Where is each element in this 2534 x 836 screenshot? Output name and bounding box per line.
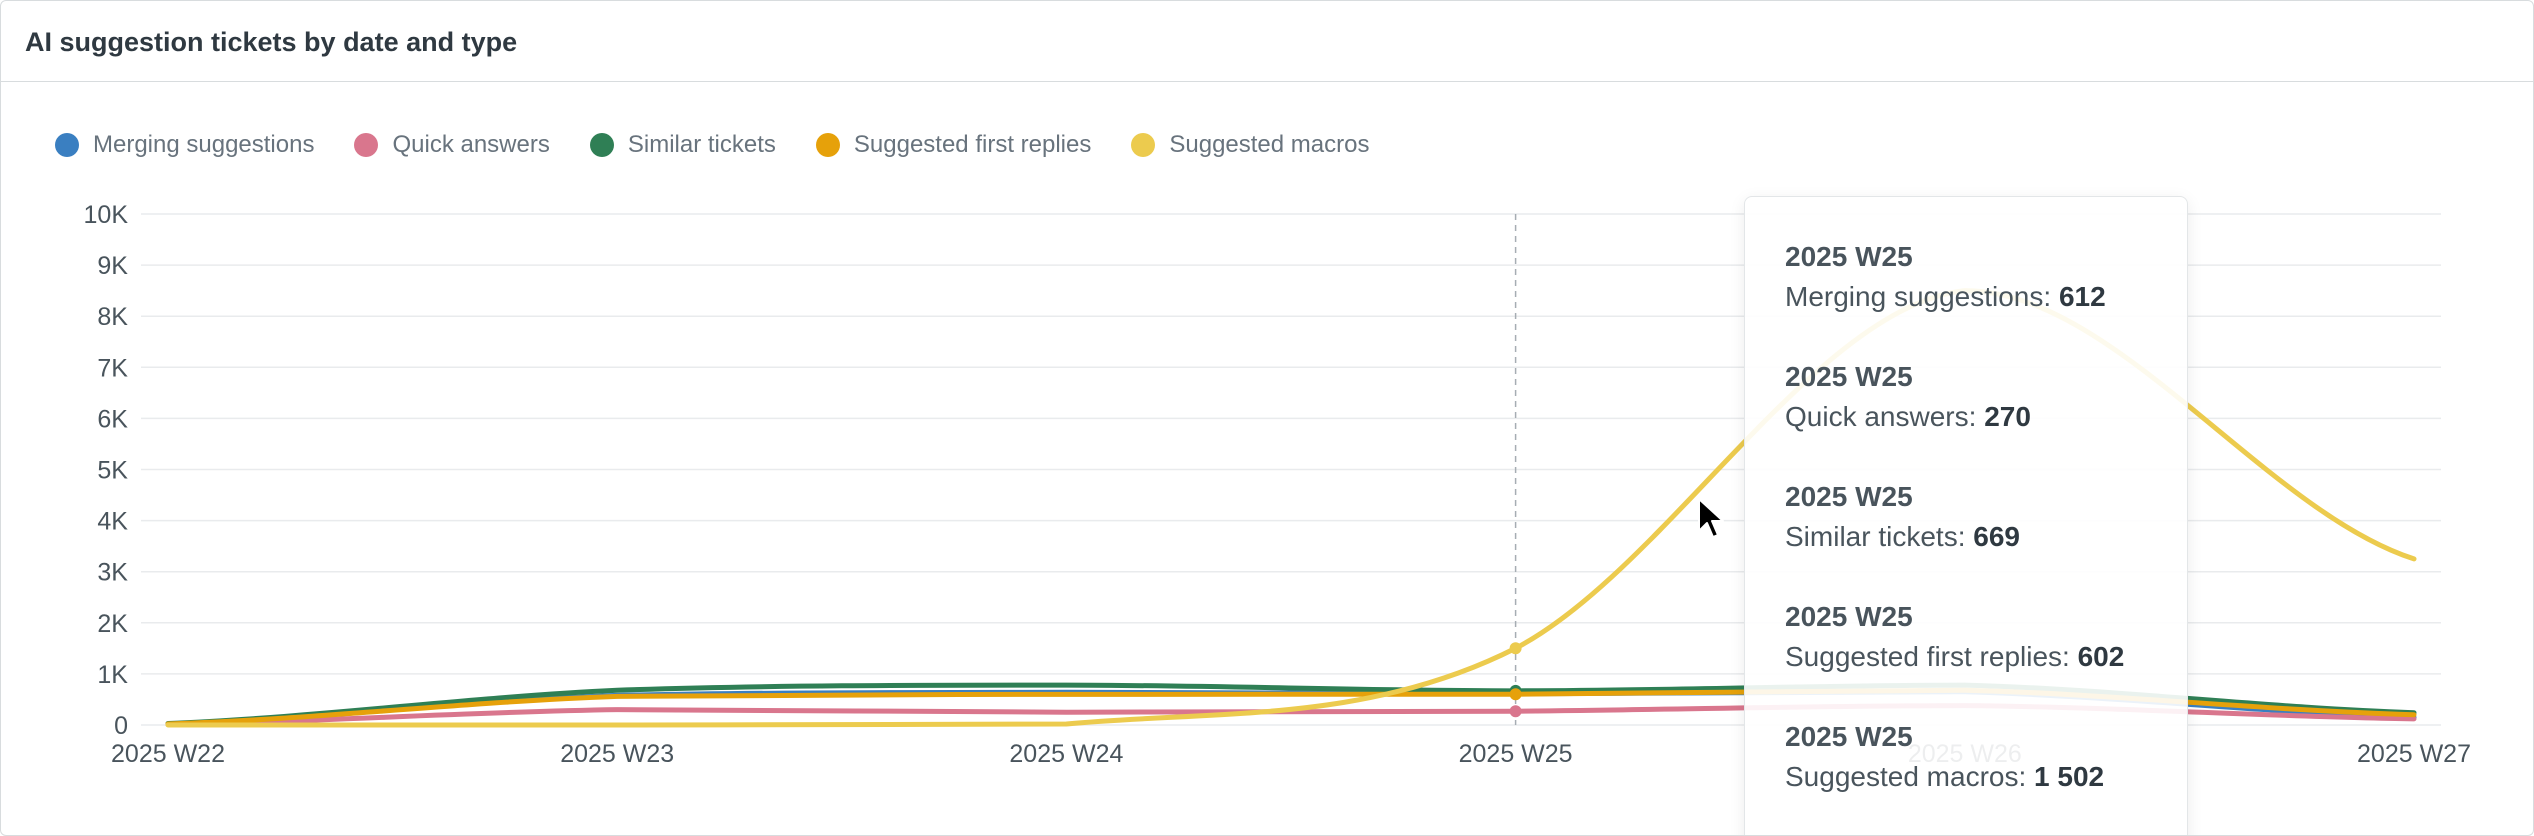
chart-legend: Merging suggestions Quick answers Simila… bbox=[55, 127, 1409, 163]
legend-item-merging-suggestions[interactable]: Merging suggestions bbox=[55, 131, 314, 159]
tooltip-entry-line: Quick answers: 270 bbox=[1785, 397, 2031, 437]
tooltip-entry-value: 602 bbox=[2077, 641, 2125, 672]
legend-label: Quick answers bbox=[392, 131, 550, 158]
tooltip-entry-value: 270 bbox=[1984, 401, 2031, 432]
legend-label: Suggested first replies bbox=[853, 131, 1092, 158]
tooltip-entry: 2025 W25 Suggested macros: 1 502 bbox=[1785, 717, 2104, 797]
y-tick-label: 4K bbox=[97, 508, 128, 536]
tooltip-entry: 2025 W25 Quick answers: 270 bbox=[1785, 357, 2031, 437]
tooltip-entry: 2025 W25 Merging suggestions: 612 bbox=[1785, 237, 2106, 317]
y-tick-label: 9K bbox=[97, 252, 128, 280]
tooltip-entry-title: 2025 W25 bbox=[1785, 481, 1913, 512]
legend-label: Merging suggestions bbox=[93, 131, 315, 158]
x-tick-label: 2025 W24 bbox=[1009, 740, 1123, 768]
x-tick-label: 2025 W23 bbox=[560, 740, 674, 768]
tooltip-entry-title: 2025 W25 bbox=[1785, 361, 1913, 392]
legend-swatch bbox=[354, 133, 379, 157]
tooltip-entry-line: Similar tickets: 669 bbox=[1785, 517, 2020, 557]
tooltip-entry-title: 2025 W25 bbox=[1785, 601, 1913, 632]
y-tick-label: 0 bbox=[114, 712, 128, 740]
x-tick-label: 2025 W27 bbox=[2357, 740, 2471, 768]
legend-label: Suggested macros bbox=[1169, 131, 1370, 158]
y-tick-label: 6K bbox=[97, 405, 128, 433]
x-tick-label: 2025 W25 bbox=[1459, 740, 1573, 768]
tooltip-entry: 2025 W25 Similar tickets: 669 bbox=[1785, 477, 2020, 557]
tooltip-entry-label: Suggested macros: bbox=[1785, 761, 2027, 792]
legend-swatch bbox=[1131, 133, 1156, 157]
legend-item-suggested-first-replies[interactable]: Suggested first replies bbox=[815, 131, 1092, 159]
hover-point-suggested-first-replies bbox=[1509, 688, 1522, 701]
y-tick-label: 5K bbox=[97, 457, 128, 485]
panel-title: AI suggestion tickets by date and type bbox=[25, 27, 518, 57]
tooltip-entry-title: 2025 W25 bbox=[1785, 721, 1913, 752]
tooltip-entry-label: Quick answers: bbox=[1785, 401, 1977, 432]
y-tick-label: 1K bbox=[97, 661, 128, 689]
legend-item-quick-answers[interactable]: Quick answers bbox=[354, 131, 550, 159]
y-tick-label: 2K bbox=[97, 610, 128, 638]
tooltip-entry-label: Suggested first replies: bbox=[1785, 641, 2070, 672]
tooltip-entry-line: Suggested macros: 1 502 bbox=[1785, 757, 2104, 797]
mouse-cursor-icon bbox=[1698, 498, 1724, 538]
legend-swatch bbox=[589, 133, 614, 157]
legend-swatch bbox=[55, 133, 79, 157]
tooltip-entry-title: 2025 W25 bbox=[1785, 241, 1913, 272]
y-tick-label: 3K bbox=[97, 559, 128, 587]
legend-swatch bbox=[815, 133, 840, 157]
chart-tooltip: 2025 W25 Merging suggestions: 612 2025 W… bbox=[1744, 196, 2188, 835]
tooltip-entry-line: Merging suggestions: 612 bbox=[1785, 277, 2106, 317]
hover-point-quick-answers bbox=[1509, 705, 1522, 718]
legend-item-suggested-macros[interactable]: Suggested macros bbox=[1131, 131, 1369, 159]
tooltip-entry-value: 669 bbox=[1973, 521, 2020, 552]
panel-header: AI suggestion tickets by date and type bbox=[1, 1, 2533, 82]
tooltip-entry-value: 612 bbox=[2058, 281, 2106, 312]
legend-item-similar-tickets[interactable]: Similar tickets bbox=[589, 131, 776, 159]
legend-label: Similar tickets bbox=[627, 131, 776, 158]
y-tick-label: 8K bbox=[97, 303, 128, 331]
y-tick-label: 10K bbox=[84, 201, 129, 229]
y-tick-label: 7K bbox=[97, 354, 128, 382]
tooltip-entry: 2025 W25 Suggested first replies: 602 bbox=[1785, 597, 2124, 677]
x-tick-label: 2025 W22 bbox=[111, 740, 225, 768]
tooltip-entry-value: 1 502 bbox=[2034, 761, 2105, 792]
tooltip-entry-label: Similar tickets: bbox=[1785, 521, 1966, 552]
hover-point-suggested-macros bbox=[1509, 642, 1522, 655]
tooltip-entry-label: Merging suggestions: bbox=[1785, 281, 2052, 312]
tooltip-entry-line: Suggested first replies: 602 bbox=[1785, 637, 2124, 677]
